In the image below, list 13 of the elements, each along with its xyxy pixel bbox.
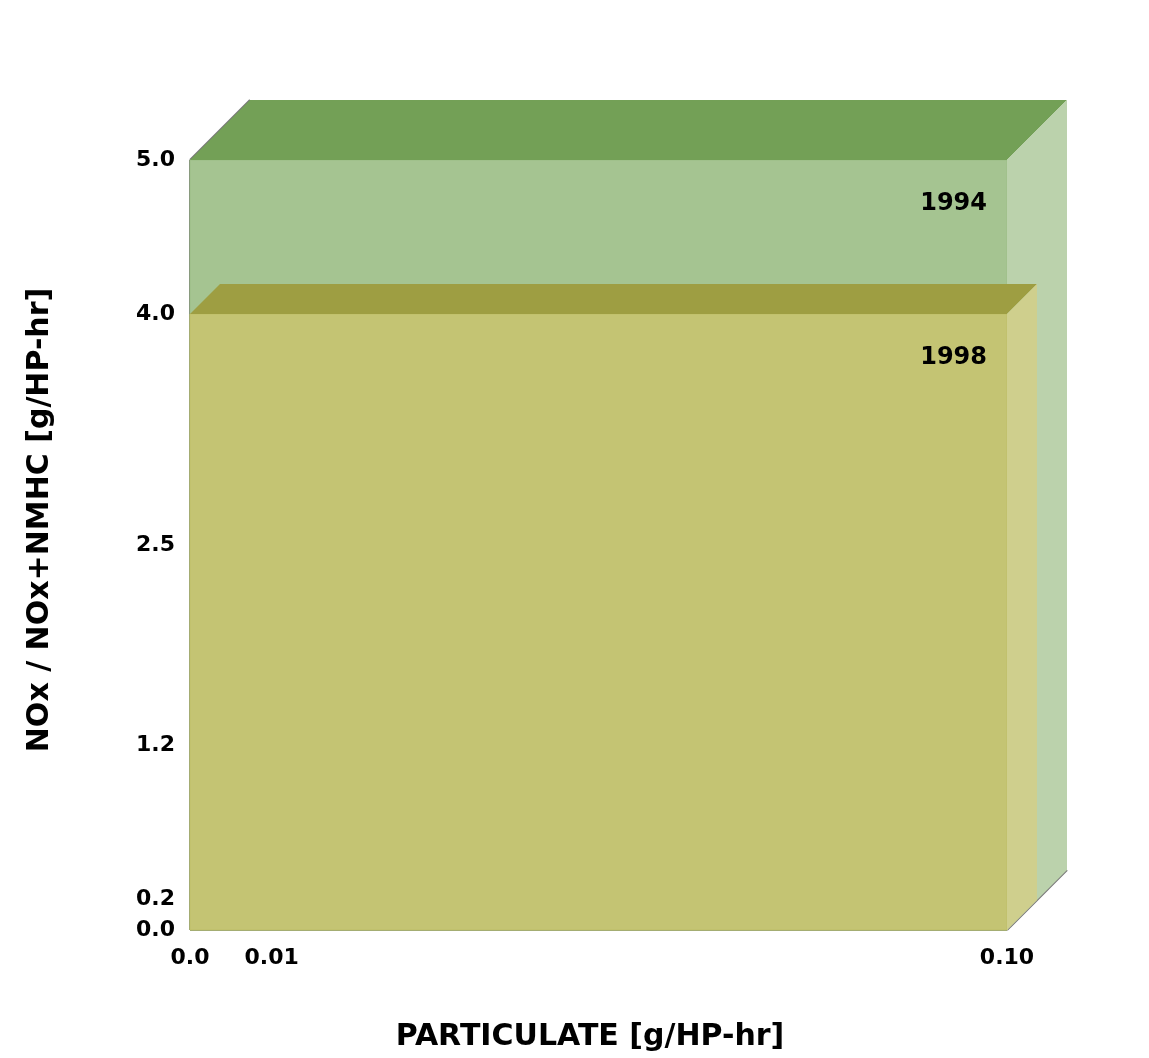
y-axis-title: NOx / NOx+NMHC [g/HP-hr] <box>20 287 55 753</box>
y-tick-label: 2.5 <box>136 531 175 556</box>
y-tick-label: 0.2 <box>136 885 175 911</box>
y-tick-label: 5.0 <box>136 146 175 171</box>
y-tick-label: 4.0 <box>136 300 175 325</box>
y-tick-label: 0.0 <box>136 916 175 941</box>
x-tick-label: 0.01 <box>244 944 299 969</box>
y-tick-label: 1.2 <box>136 731 175 757</box>
x-tick-label: 0.0 <box>170 944 210 969</box>
series-label: 1994 <box>920 188 987 216</box>
series-label: 1998 <box>920 342 987 370</box>
x-tick-label: 0.10 <box>979 944 1035 969</box>
x-axis-title: PARTICULATE [g/HP-hr] <box>395 1017 785 1052</box>
